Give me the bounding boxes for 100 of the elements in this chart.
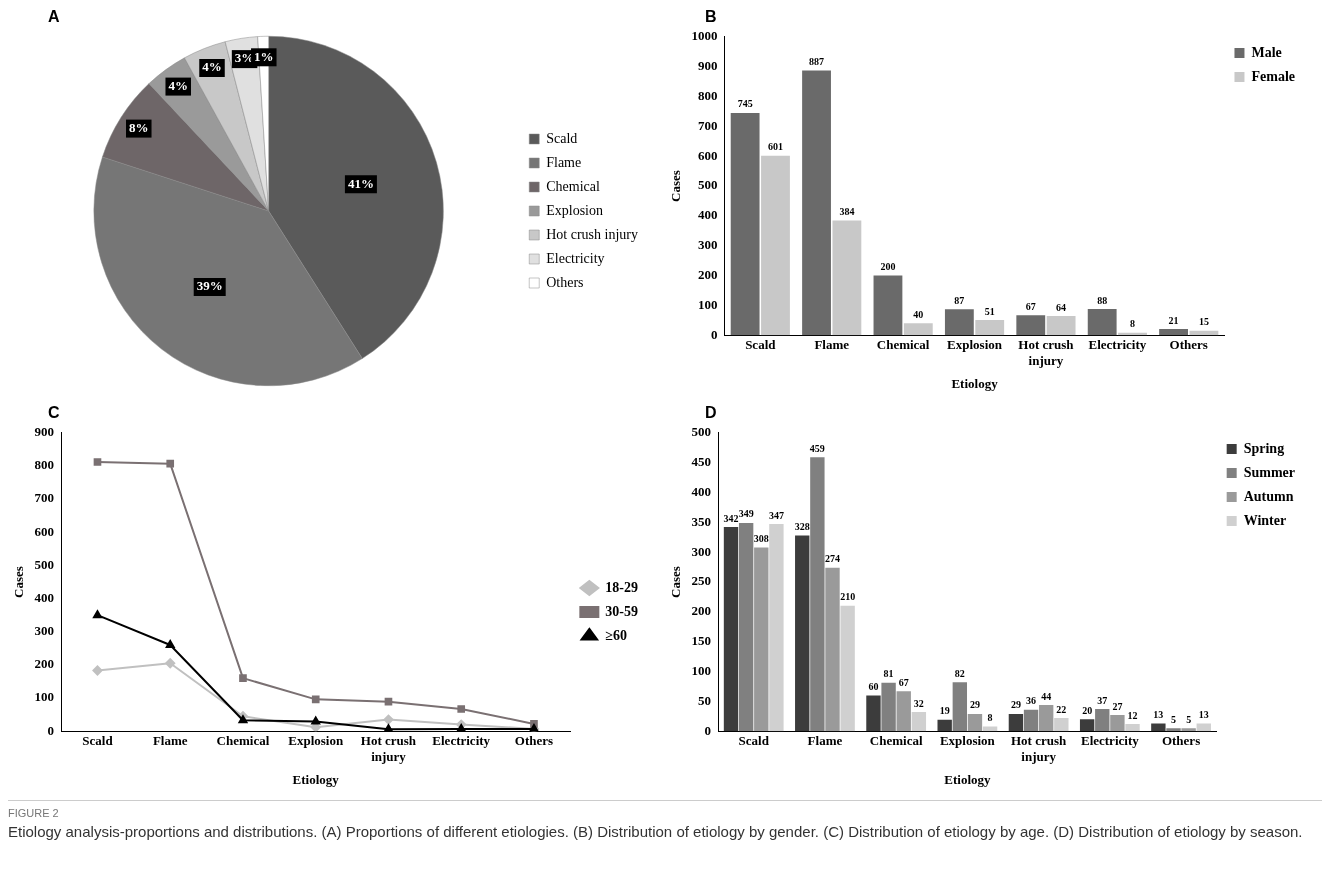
text: Etiology analysis-proportions and distributions. (A) Proportions of different etiologies. (B) Distribution of etiology by gender. (C) Distribution of etiology by age. (D) Distribution of etiology by season. bbox=[8, 822, 1304, 842]
legend-label: Spring bbox=[1243, 440, 1285, 456]
y-tick-label: 200 bbox=[691, 603, 712, 619]
bar bbox=[982, 726, 998, 732]
bar bbox=[1151, 723, 1166, 732]
bar bbox=[1196, 723, 1211, 732]
data-label: 41% bbox=[347, 175, 374, 191]
bar bbox=[810, 457, 825, 732]
data-label: 342 bbox=[723, 512, 739, 524]
bar bbox=[1159, 328, 1189, 336]
x-tick-label: Hot crush injury bbox=[1018, 337, 1075, 368]
y-tick-label: 700 bbox=[34, 490, 55, 506]
point bbox=[238, 715, 248, 724]
legend-label: Summer bbox=[1243, 464, 1295, 480]
data-label: 82 bbox=[954, 667, 965, 679]
bar bbox=[825, 567, 840, 732]
data-label: 4% bbox=[168, 77, 188, 93]
point bbox=[383, 714, 394, 725]
x-tick-label: Hot crush injury bbox=[1010, 733, 1068, 764]
chart-title: B bbox=[704, 8, 718, 26]
bar bbox=[1046, 316, 1076, 336]
y-tick-label: 100 bbox=[691, 662, 712, 678]
point bbox=[93, 610, 102, 619]
data-label: 29 bbox=[969, 699, 980, 711]
data-label: 274 bbox=[825, 553, 841, 565]
chart-title: D bbox=[704, 404, 718, 422]
x-axis-title: Etiology bbox=[944, 771, 991, 787]
data-label: 601 bbox=[767, 141, 783, 153]
y-tick-label: 1000 bbox=[691, 28, 718, 44]
bar bbox=[873, 275, 903, 336]
data-label: 22 bbox=[1056, 703, 1067, 715]
bar bbox=[896, 691, 911, 732]
data-label: 459 bbox=[809, 442, 825, 454]
x-tick-label: Chemical bbox=[216, 733, 270, 749]
point bbox=[239, 674, 247, 682]
x-tick-label: Others bbox=[514, 733, 554, 749]
x-tick-label: Electricity bbox=[432, 733, 491, 749]
data-label: 8% bbox=[129, 119, 149, 135]
legend-label: Female bbox=[1251, 68, 1295, 84]
data-label: 40 bbox=[913, 308, 924, 320]
y-tick-label: 900 bbox=[698, 58, 718, 73]
data-label: 60 bbox=[868, 680, 879, 692]
data-label: 200 bbox=[880, 261, 896, 273]
data-label: 67 bbox=[1025, 300, 1036, 312]
bar bbox=[738, 522, 754, 732]
bar bbox=[1054, 718, 1069, 732]
x-tick-label: Chemical bbox=[869, 733, 923, 749]
x-tick-label: Explosion bbox=[939, 733, 996, 749]
data-label: 20 bbox=[1082, 704, 1093, 716]
legend-label: Scald bbox=[546, 130, 578, 146]
data-label: 349 bbox=[738, 508, 754, 520]
bar bbox=[1038, 704, 1054, 732]
data-label: 19 bbox=[939, 705, 950, 717]
data-label: 8 bbox=[1130, 318, 1136, 330]
data-label: 21 bbox=[1168, 314, 1179, 326]
data-label: 13 bbox=[1153, 709, 1164, 721]
data-label: 13 bbox=[1198, 709, 1209, 721]
legend-label: Others bbox=[546, 274, 584, 290]
data-label: 88 bbox=[1097, 294, 1108, 306]
y-tick-label: 50 bbox=[698, 692, 712, 708]
x-tick-label: Scald bbox=[738, 733, 770, 749]
point bbox=[384, 724, 393, 732]
bar bbox=[866, 695, 881, 732]
point bbox=[456, 723, 466, 732]
bar bbox=[1166, 728, 1181, 732]
data-label: 347 bbox=[768, 509, 784, 521]
bar bbox=[944, 309, 974, 336]
bar bbox=[881, 682, 896, 732]
data-label: 887 bbox=[809, 56, 825, 68]
y-tick-label: 600 bbox=[34, 523, 55, 539]
point bbox=[93, 458, 102, 466]
bar bbox=[761, 155, 790, 336]
y-tick-label: 300 bbox=[34, 623, 55, 639]
bar bbox=[1095, 709, 1110, 732]
bar bbox=[730, 112, 760, 336]
legend-label: Electricity bbox=[546, 250, 605, 266]
bar bbox=[769, 524, 784, 732]
x-axis-title: Etiology bbox=[292, 771, 340, 787]
data-label: 5 bbox=[1171, 713, 1176, 725]
point bbox=[92, 665, 103, 676]
bar bbox=[754, 547, 769, 732]
y-axis-title: Cases bbox=[11, 566, 27, 598]
y-tick-label: 300 bbox=[691, 543, 712, 559]
y-tick-label: 200 bbox=[698, 266, 718, 282]
chart-title: C bbox=[47, 404, 61, 422]
y-tick-label: 400 bbox=[691, 483, 712, 499]
y-axis-title: Cases bbox=[668, 566, 684, 598]
chart-title: A bbox=[47, 8, 61, 26]
y-tick-label: 400 bbox=[698, 207, 718, 223]
data-label: 67 bbox=[898, 676, 909, 688]
bar bbox=[1125, 724, 1140, 732]
y-tick-label: 0 bbox=[704, 722, 712, 738]
x-tick-label: Chemical bbox=[876, 337, 930, 353]
bar bbox=[937, 719, 952, 732]
legend-label: 30-59 bbox=[605, 603, 639, 619]
legend-label: Flame bbox=[546, 154, 582, 170]
point bbox=[165, 658, 176, 669]
x-tick-label: Hot crush injury bbox=[360, 733, 417, 764]
bar bbox=[1087, 308, 1117, 336]
bar bbox=[840, 605, 855, 732]
